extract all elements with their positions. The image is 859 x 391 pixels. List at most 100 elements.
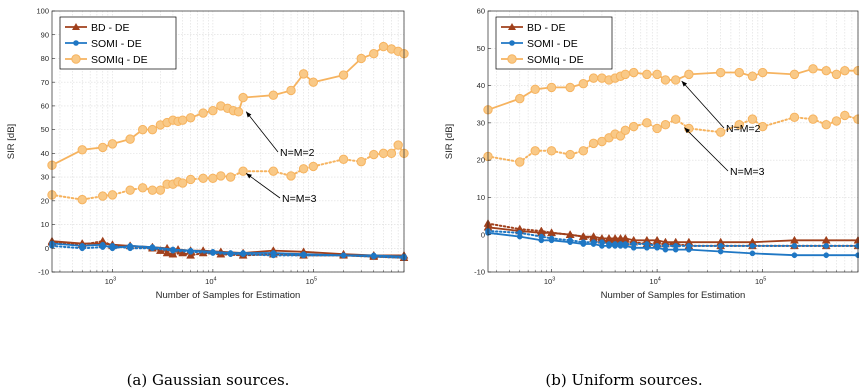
- data-point: [356, 53, 366, 64]
- y-tick-label: 60: [41, 102, 49, 111]
- y-tick-label: 80: [41, 54, 49, 63]
- data-point: [162, 248, 172, 257]
- data-point: [538, 233, 545, 240]
- data-point: [670, 75, 681, 85]
- data-point: [99, 244, 106, 250]
- data-point: [516, 230, 523, 236]
- annotation-label: N=M=3: [730, 166, 765, 178]
- y-tick-label: -10: [474, 268, 485, 277]
- data-point: [98, 142, 108, 153]
- y-tick-label: 0: [45, 244, 49, 253]
- data-point: [515, 157, 525, 167]
- data-point: [268, 90, 279, 100]
- data-point: [178, 248, 188, 257]
- data-point: [370, 253, 377, 260]
- data-point: [270, 252, 277, 259]
- data-point: [298, 69, 309, 79]
- annotation-label: N=M=3: [282, 193, 317, 205]
- y-tick-label: -10: [38, 268, 49, 277]
- data-point: [642, 118, 652, 128]
- legend-marker: [508, 23, 516, 30]
- data-point: [749, 250, 756, 257]
- data-point: [208, 173, 218, 183]
- data-point: [308, 161, 319, 172]
- data-point: [684, 69, 694, 80]
- data-point: [208, 105, 218, 116]
- data-point: [620, 125, 631, 136]
- data-point: [617, 241, 624, 247]
- data-point: [606, 241, 612, 247]
- data-point: [660, 75, 671, 85]
- data-point: [546, 82, 557, 93]
- data-point: [808, 64, 818, 74]
- data-point: [588, 73, 599, 83]
- data-point: [530, 84, 540, 95]
- data-point: [147, 124, 158, 135]
- data-point: [147, 185, 158, 195]
- y-tick-label: 10: [477, 193, 485, 202]
- x-axis-label: Number of Samples for Estimation: [601, 290, 746, 301]
- data-point: [137, 124, 148, 135]
- data-point: [185, 174, 196, 185]
- data-point: [599, 239, 605, 246]
- data-point: [286, 85, 296, 96]
- data-point: [644, 241, 650, 247]
- data-point: [588, 138, 599, 149]
- annotation-label: N=M=2: [280, 147, 315, 159]
- data-point: [717, 243, 724, 249]
- data-point: [393, 140, 403, 150]
- data-point: [831, 116, 842, 126]
- data-point: [369, 49, 379, 59]
- annotation-arrow: [245, 173, 281, 199]
- axis-frame: [487, 10, 859, 273]
- data-point: [210, 250, 216, 256]
- data-point: [356, 156, 366, 167]
- data-point: [286, 171, 296, 181]
- data-point: [791, 243, 798, 249]
- data-point: [840, 65, 850, 76]
- data-point: [378, 148, 389, 159]
- data-point: [734, 67, 744, 78]
- data-point: [98, 191, 108, 201]
- y-tick-label: 70: [41, 78, 49, 87]
- annotation-arrow: [684, 127, 729, 172]
- legend-entry: SOMIq - DE: [527, 54, 584, 66]
- data-point: [715, 127, 726, 137]
- y-axis-label: SIR [dB]: [444, 124, 455, 159]
- data-point: [240, 251, 246, 258]
- x-tick-label: 105: [306, 277, 317, 287]
- data-point: [107, 139, 118, 149]
- x-tick-label: 103: [544, 277, 555, 287]
- data-point: [831, 69, 842, 80]
- y-tick-label: 30: [477, 118, 485, 127]
- legend: BD - DE SOMI - DE SOMIq - DE: [495, 16, 613, 70]
- data-point: [107, 190, 118, 200]
- data-point: [789, 112, 800, 122]
- chart-panel-0: -10 0 10 20 30 40 50 60 70 80 90 100 103 104 105 Number…: [6, 7, 409, 389]
- data-point: [530, 146, 540, 156]
- data-point: [340, 252, 347, 259]
- data-point: [590, 239, 597, 246]
- data-point: [612, 241, 618, 247]
- data-point: [187, 248, 194, 255]
- data-point: [565, 149, 575, 160]
- data-point: [308, 77, 319, 87]
- data-point: [662, 243, 669, 249]
- data-point: [186, 250, 196, 259]
- data-point: [155, 185, 166, 195]
- annotation-label: N=M=2: [726, 123, 761, 135]
- annotation-arrowhead: [684, 127, 691, 134]
- series-line: [51, 244, 405, 259]
- legend-entry: BD - DE: [91, 22, 130, 34]
- series-line: [487, 114, 859, 163]
- y-tick-label: 20: [41, 196, 49, 205]
- data-point: [789, 69, 800, 80]
- data-point: [378, 41, 389, 52]
- data-point: [170, 247, 176, 254]
- data-point: [369, 149, 379, 160]
- data-point: [168, 249, 178, 258]
- data-point: [268, 166, 279, 176]
- data-point: [149, 245, 156, 252]
- y-tick-label: 100: [36, 7, 49, 16]
- legend: BD - DE SOMI - DE SOMIq - DE: [59, 16, 177, 70]
